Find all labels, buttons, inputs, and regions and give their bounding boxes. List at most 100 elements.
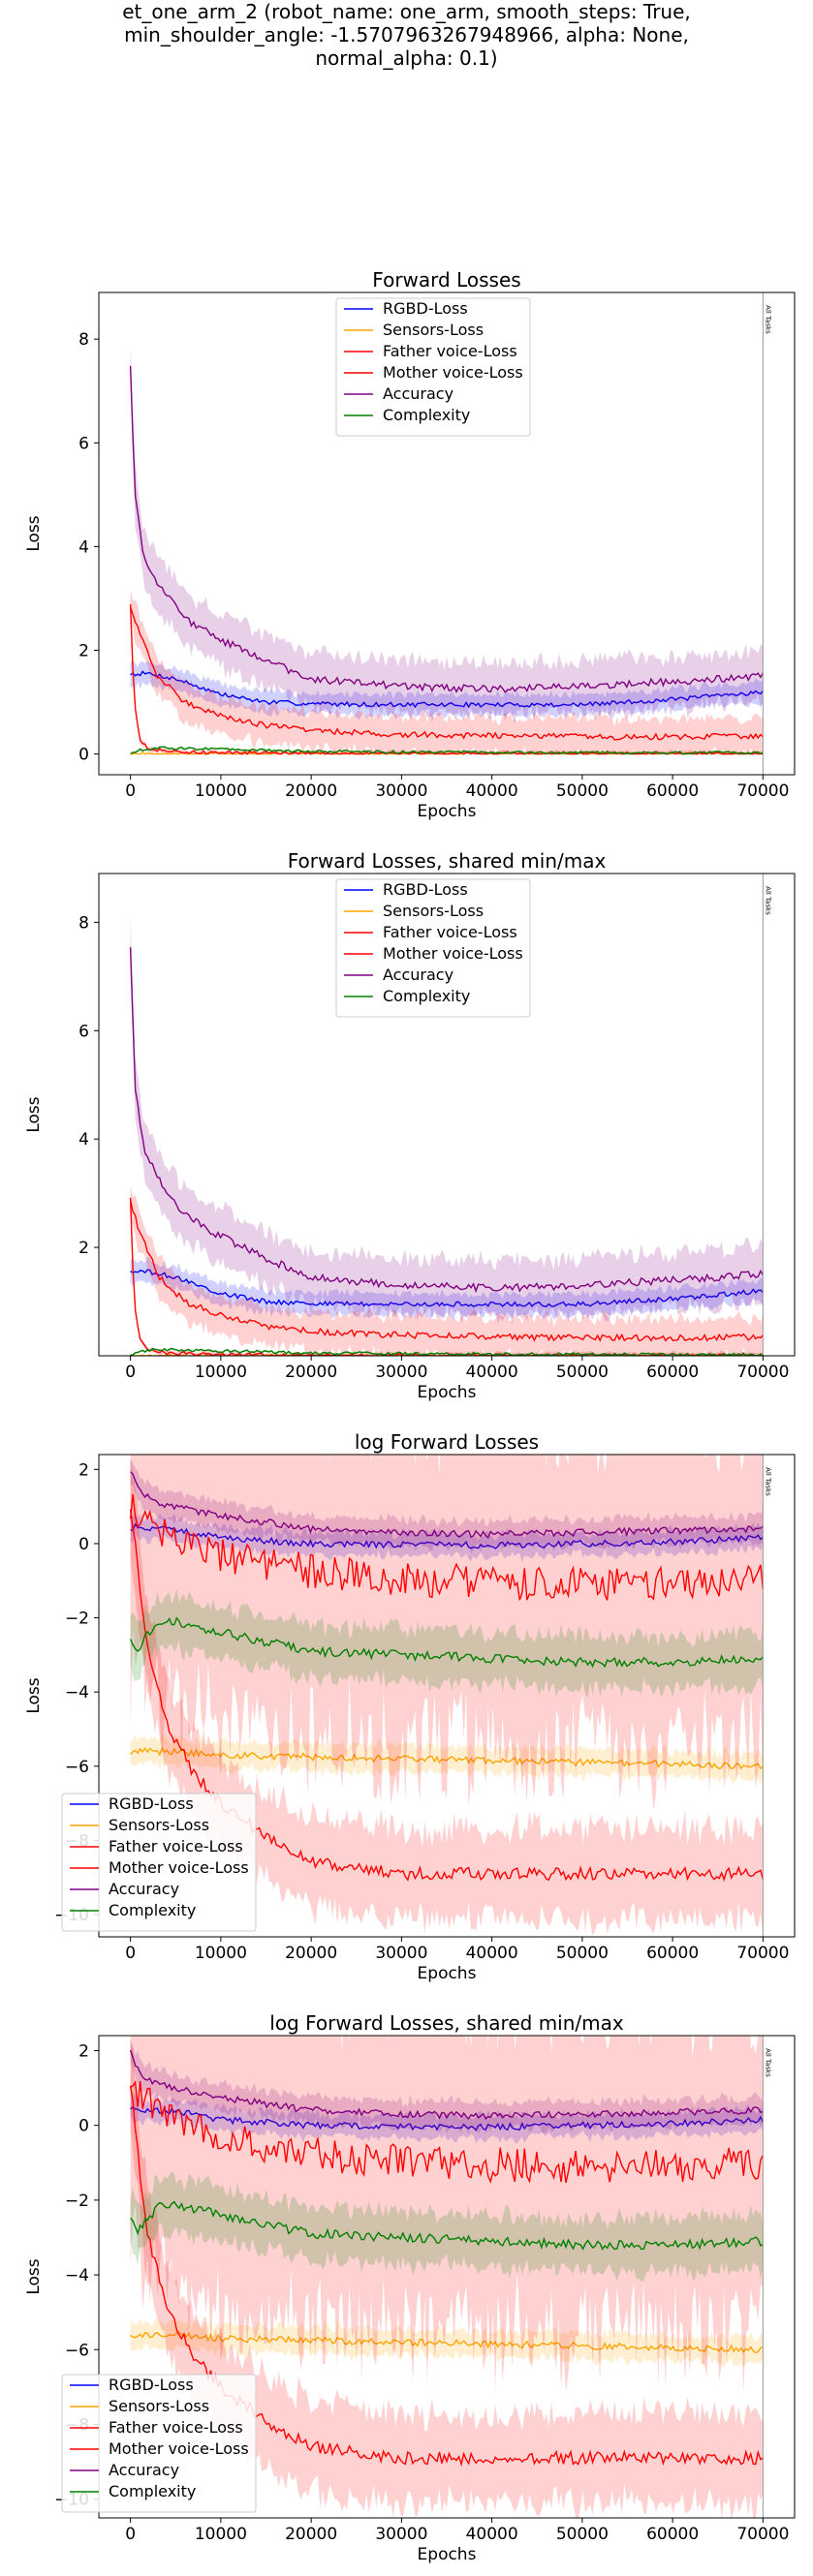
x-tick-label: 70000: [736, 1363, 789, 1382]
band-complexity: [130, 1589, 764, 1699]
x-tick-label: 0: [125, 782, 136, 801]
line-father-voice-loss: [129, 1494, 765, 1601]
y-tick-label: 0: [78, 746, 89, 765]
x-tick-label: 40000: [466, 782, 518, 801]
legend: RGBD-Loss Sensors-Loss Father voice-Loss Mo…: [61, 1793, 257, 1932]
chart-title: Forward Losses: [372, 268, 520, 291]
x-tick-label: 40000: [466, 1944, 518, 1963]
y-axis-label: Loss: [24, 1677, 44, 1713]
x-tick-label: 50000: [556, 782, 609, 801]
legend-label-mother-voice-loss: Mother voice-Loss: [383, 944, 523, 963]
line-rgbd-loss: [130, 670, 764, 709]
legend-label-father-voice-loss: Father voice-Loss: [109, 2418, 243, 2437]
vline-label: All Tasks: [764, 1467, 771, 1496]
figure-title-line: min_shoulder_angle: -1.5707963267948966,…: [124, 23, 689, 46]
line-rgbd-loss: [130, 1269, 764, 1308]
y-tick-label: −4: [65, 1683, 89, 1702]
x-tick-label: 70000: [736, 2525, 789, 2544]
legend-label-accuracy: Accuracy: [109, 1880, 179, 1898]
band-accuracy: [130, 346, 764, 724]
band-mother-voice-loss: [130, 1458, 764, 1937]
legend-label-mother-voice-loss: Mother voice-Loss: [109, 2439, 249, 2458]
y-tick-label: −6: [65, 1758, 89, 1777]
x-tick-label: 20000: [285, 2525, 337, 2544]
forward-losses-shared-chart: Forward Losses, shared min/max All Tasks 0…: [24, 849, 796, 1402]
x-tick-label: 50000: [556, 2525, 609, 2544]
chart-title: log Forward Losses: [355, 1430, 539, 1454]
x-tick-label: 20000: [285, 782, 337, 801]
legend: RGBD-Loss Sensors-Loss Father voice-Loss Mo…: [61, 2374, 257, 2513]
x-tick-label: 10000: [195, 1363, 247, 1382]
legend-label-sensors-loss: Sensors-Loss: [109, 2397, 209, 2415]
y-axis-label: Loss: [24, 515, 44, 551]
legend-label-complexity: Complexity: [383, 987, 470, 1005]
x-tick-label: 10000: [195, 2525, 247, 2544]
x-tick-label: 30000: [375, 1944, 427, 1963]
x-tick-label: 30000: [375, 782, 427, 801]
line-rgbd-loss: [130, 1522, 764, 1549]
figure-title: et_one_arm_2 (robot_name: one_arm, smoot…: [0, 0, 813, 70]
line-accuracy: [129, 947, 765, 1294]
band-sensors-loss: [130, 1733, 764, 1785]
x-tick-label: 40000: [466, 1363, 518, 1382]
y-tick-label: 0: [78, 2117, 89, 2136]
line-complexity: [130, 746, 764, 755]
y-tick-label: 8: [78, 913, 89, 933]
x-tick-label: 30000: [375, 1363, 427, 1382]
y-axis-label: Loss: [24, 2258, 44, 2294]
legend-label-accuracy: Accuracy: [383, 966, 453, 984]
y-tick-label: 4: [78, 537, 89, 557]
legend-label-sensors-loss: Sensors-Loss: [383, 902, 484, 920]
x-tick-label: 70000: [736, 782, 789, 801]
line-father-voice-loss: [129, 1200, 764, 1342]
band-father-voice-loss: [130, 2036, 764, 2394]
band-complexity: [130, 745, 764, 754]
legend-label-complexity: Complexity: [109, 1901, 196, 1919]
x-axis-label: Epochs: [418, 1383, 477, 1402]
x-tick-label: 0: [125, 1944, 136, 1963]
plot-area: [129, 915, 765, 1356]
x-tick-label: 0: [125, 1363, 136, 1382]
line-rgbd-loss: [130, 2105, 765, 2131]
y-tick-label: 6: [78, 1022, 89, 1041]
legend-label-rgbd-loss: RGBD-Loss: [383, 299, 468, 318]
y-tick-label: −4: [65, 2266, 89, 2285]
band-accuracy: [130, 2039, 764, 2134]
legend-label-mother-voice-loss: Mother voice-Loss: [109, 1858, 249, 1877]
x-axis-label: Epochs: [418, 2545, 477, 2564]
legend-label-sensors-loss: Sensors-Loss: [383, 321, 484, 339]
x-tick-label: 60000: [646, 782, 699, 801]
legend-label-rgbd-loss: RGBD-Loss: [383, 880, 468, 899]
band-accuracy: [130, 915, 764, 1325]
line-father-voice-loss: [129, 606, 764, 741]
y-tick-label: 2: [78, 641, 89, 660]
legend-label-complexity: Complexity: [383, 406, 470, 424]
line-father-voice-loss: [130, 2080, 765, 2184]
legend-label-accuracy: Accuracy: [109, 2461, 179, 2479]
x-tick-label: 60000: [646, 1944, 699, 1963]
y-tick-label: −2: [65, 2192, 89, 2211]
x-axis-label: Epochs: [418, 802, 477, 821]
line-accuracy: [130, 1471, 764, 1539]
band-father-voice-loss: [130, 589, 764, 754]
axes-frame: [98, 2035, 796, 2519]
axes-frame: [98, 1454, 796, 1938]
forward-losses-chart: Forward Losses All Tasks 0 10000 20000 30000 4…: [24, 268, 796, 821]
legend: RGBD-Loss Sensors-Loss Father voice-Loss Mo…: [335, 878, 531, 1018]
y-tick-label: 4: [78, 1130, 89, 1150]
legend-box: [61, 2374, 257, 2513]
legend-label-father-voice-loss: Father voice-Loss: [109, 1837, 243, 1855]
figure-title-line: normal_alpha: 0.1): [315, 46, 498, 70]
axes-frame: [98, 873, 796, 1357]
y-tick-label: 2: [78, 1239, 89, 1258]
x-tick-label: 50000: [556, 1944, 609, 1963]
legend-label-father-voice-loss: Father voice-Loss: [383, 923, 517, 941]
legend-label-sensors-loss: Sensors-Loss: [109, 1816, 209, 1834]
x-axis-label: Epochs: [418, 1964, 477, 1983]
plot-area: [129, 1455, 765, 1937]
band-father-voice-loss: [130, 1455, 764, 1811]
chart-title: Forward Losses, shared min/max: [288, 849, 607, 873]
legend-label-accuracy: Accuracy: [383, 384, 453, 403]
line-accuracy: [129, 365, 765, 693]
x-tick-label: 40000: [466, 2525, 518, 2544]
